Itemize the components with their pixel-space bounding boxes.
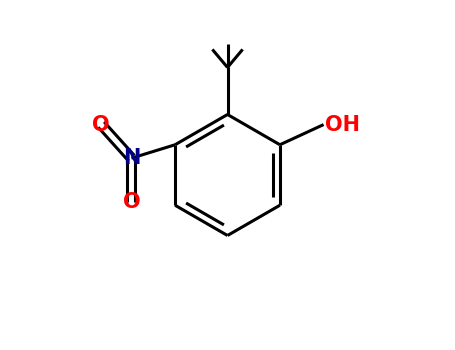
Text: N: N [123,148,140,168]
Text: OH: OH [325,114,360,135]
Text: O: O [92,114,110,135]
Text: O: O [122,192,140,212]
